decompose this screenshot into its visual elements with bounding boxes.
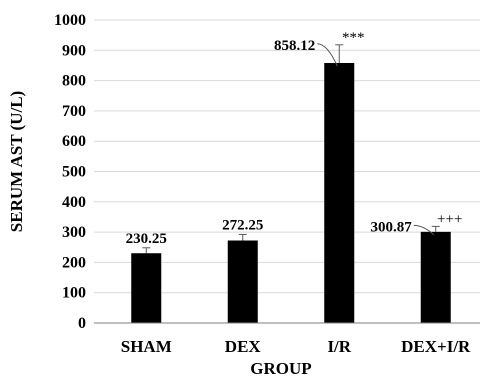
y-tick-label: 100 (62, 285, 86, 302)
leader-line (413, 224, 435, 236)
data-label: 300.87 (371, 219, 413, 235)
y-tick-label: 700 (62, 103, 86, 120)
x-axis-categories: SHAM DEX I/R DEX+I/R (121, 337, 471, 356)
x-category-label: SHAM (121, 337, 172, 356)
y-tick-label: 0 (78, 315, 86, 332)
data-labels: 230.25 272.25 858.12 *** 300.87 +++ (126, 30, 463, 247)
data-label: 230.25 (126, 231, 167, 247)
bar (227, 240, 258, 323)
x-category-label: I/R (327, 337, 351, 356)
bar (420, 231, 451, 323)
leader-line (317, 43, 338, 67)
y-tick-label: 500 (62, 164, 86, 181)
x-category-label: DEX (225, 337, 262, 356)
y-tick-label: 800 (62, 73, 86, 90)
data-label: 272.25 (222, 217, 263, 233)
y-axis-title: SERUM AST (U/L) (7, 91, 26, 232)
bar (131, 253, 162, 323)
y-tick-label: 900 (62, 42, 86, 59)
x-axis-title: GROUP (250, 359, 311, 378)
y-tick-label: 400 (62, 194, 86, 211)
bars (131, 44, 451, 324)
significance-mark: *** (342, 30, 365, 46)
bar (324, 62, 355, 324)
significance-mark: +++ (437, 211, 462, 227)
y-tick-label: 600 (62, 133, 86, 150)
y-axis-ticks: 0 100 200 300 400 500 600 700 800 900 1000 (54, 12, 86, 332)
data-label: 858.12 (274, 38, 315, 54)
y-tick-label: 1000 (54, 12, 86, 29)
y-tick-label: 200 (62, 254, 86, 271)
y-tick-label: 300 (62, 224, 86, 241)
x-category-label: DEX+I/R (401, 337, 471, 356)
